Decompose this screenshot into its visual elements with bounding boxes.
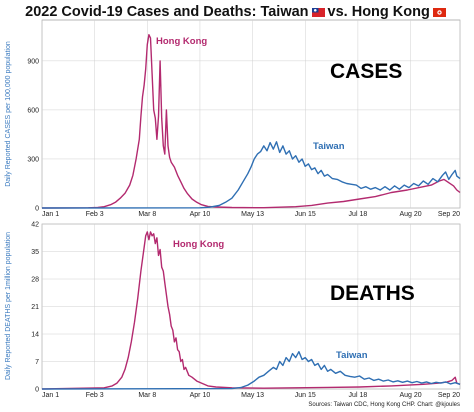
cases-x-tick-label: Jul 18	[349, 211, 368, 218]
deaths-hong-kong-line	[41, 231, 461, 390]
cases-gridlines	[41, 20, 461, 209]
deaths-y-tick-label: 42	[31, 222, 39, 229]
cases-x-tick-label: Mar 8	[138, 211, 156, 218]
deaths-panel: 0 7 14 21 28 35 42 Jan 1 Feb 3 Mar 8 Apr 10 May 13…	[5, 222, 461, 399]
cases-y-tick-label: 900	[27, 58, 39, 65]
deaths-x-tick-label: Jul 18	[349, 392, 368, 399]
cases-y-tick-label: 0	[35, 206, 39, 213]
cases-x-tick-label: Jan 1	[42, 211, 59, 218]
deaths-hong-kong-label: Hong Kong	[173, 239, 224, 250]
deaths-y-tick-label: 35	[31, 249, 39, 256]
cases-taiwan-line	[41, 141, 461, 209]
deaths-gridlines	[41, 223, 461, 390]
title-main: 2022 Covid-19 Cases and Deaths: Taiwan	[25, 4, 309, 20]
deaths-series-lines	[41, 231, 461, 390]
deaths-x-ticks: Jan 1 Feb 3 Mar 8 Apr 10 May 13 Jun 15 Jul 18 A…	[42, 392, 460, 399]
source-credit: Sources: Taiwan CDC, Hong Kong CHP. Char…	[308, 402, 460, 408]
cases-x-ticks: Jan 1 Feb 3 Mar 8 Apr 10 May 13 Jun 15 Jul 18 A…	[42, 211, 460, 218]
deaths-y-tick-label: 21	[31, 304, 39, 311]
cases-x-tick-label: May 13	[241, 211, 264, 218]
cases-x-tick-label: Apr 10	[190, 211, 211, 218]
deaths-x-tick-label: Jun 15	[295, 392, 316, 399]
cases-x-tick-label: Feb 3	[86, 211, 104, 218]
cases-hong-kong-line	[41, 34, 461, 209]
hong-kong-flag-icon	[432, 7, 446, 17]
taiwan-flag-icon	[311, 7, 325, 17]
cases-hong-kong-label: Hong Kong	[156, 36, 207, 47]
deaths-x-tick-label: Apr 10	[190, 392, 211, 399]
deaths-taiwan-label: Taiwan	[336, 350, 368, 361]
deaths-x-tick-label: Mar 8	[138, 392, 156, 399]
title-vs: vs. Hong Kong	[327, 4, 430, 20]
cases-taiwan-label: Taiwan	[313, 141, 345, 152]
cases-x-tick-label: Aug 20	[399, 211, 421, 218]
deaths-panel-title: DEATHS	[330, 282, 415, 305]
cases-plot-frame	[41, 19, 461, 209]
cases-y-tick-label: 600	[27, 107, 39, 114]
deaths-y-axis-label: Daily Reported DEATHS per 1million popul…	[5, 232, 12, 380]
deaths-y-tick-label: 7	[35, 359, 39, 366]
deaths-x-tick-label: Sep 20	[438, 392, 460, 399]
deaths-y-tick-label: 14	[31, 332, 39, 339]
cases-x-tick-label: Sep 20	[438, 211, 460, 218]
deaths-x-tick-label: May 13	[241, 392, 264, 399]
cases-x-tick-label: Jun 15	[295, 211, 316, 218]
cases-panel-title: CASES	[330, 60, 402, 83]
cases-y-axis-label: Daily Reported CASES per 100,000 populat…	[5, 41, 12, 187]
deaths-y-ticks: 0 7 14 21 28 35 42	[31, 222, 39, 394]
cases-series-lines	[41, 34, 461, 209]
deaths-x-tick-label: Feb 3	[86, 392, 104, 399]
cases-y-ticks: 0 300 600 900	[27, 58, 39, 212]
cases-y-tick-label: 300	[27, 156, 39, 163]
deaths-y-tick-label: 28	[31, 277, 39, 284]
deaths-taiwan-line	[41, 351, 461, 390]
deaths-x-tick-label: Aug 20	[399, 392, 421, 399]
deaths-y-tick-label: 0	[35, 387, 39, 394]
chart-title: 2022 Covid-19 Cases and Deaths: Taiwan vs…	[0, 4, 474, 20]
deaths-x-tick-label: Jan 1	[42, 392, 59, 399]
cases-panel: 0 300 600 900 Jan 1 Feb 3 Mar 8 Apr 10 May 13 Ju…	[5, 19, 461, 218]
